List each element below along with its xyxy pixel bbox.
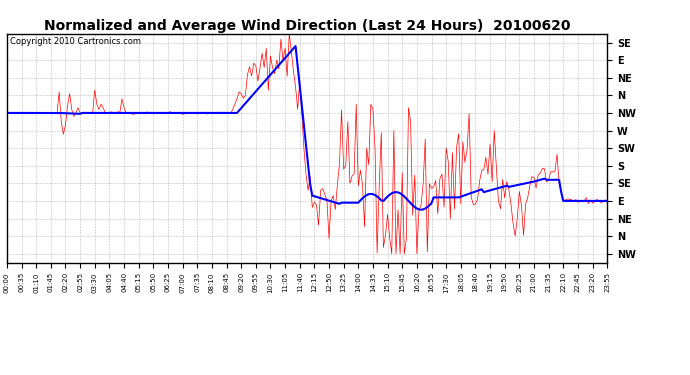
Title: Normalized and Average Wind Direction (Last 24 Hours)  20100620: Normalized and Average Wind Direction (L…	[43, 19, 571, 33]
Text: Copyright 2010 Cartronics.com: Copyright 2010 Cartronics.com	[10, 37, 141, 46]
